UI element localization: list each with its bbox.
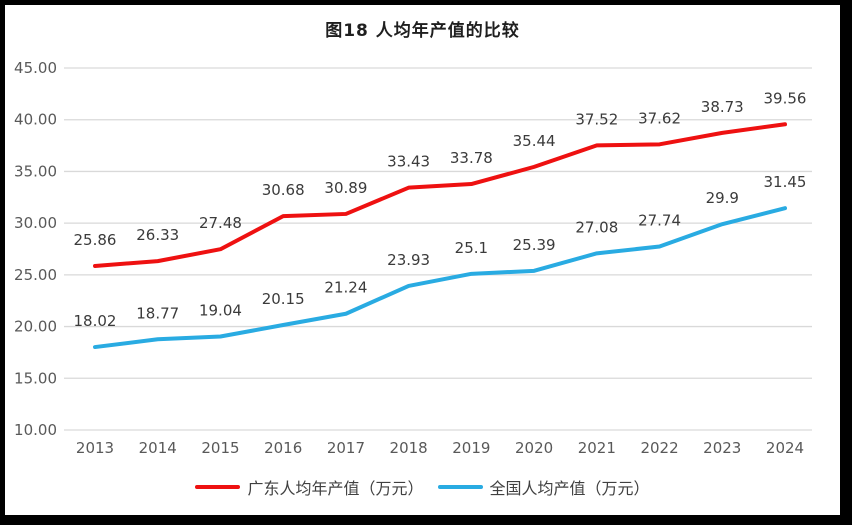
chart-title: 图18 人均年产值的比较 <box>325 21 520 41</box>
y-axis-tick-label: 25.00 <box>14 266 57 284</box>
legend: 广东人均年产值（万元） 全国人均产值（万元） <box>5 475 840 499</box>
national-series-swatch <box>437 485 483 489</box>
data-label: 25.1 <box>455 239 488 257</box>
data-label: 18.77 <box>136 304 179 322</box>
data-label: 30.89 <box>324 179 367 197</box>
x-axis-tick-label: 2019 <box>452 439 490 457</box>
legend-item-guangdong: 广东人均年产值（万元） <box>195 475 424 499</box>
x-axis-tick-label: 2016 <box>264 439 302 457</box>
data-label: 39.56 <box>764 89 807 107</box>
x-axis-tick-label: 2015 <box>201 439 239 457</box>
y-axis-tick-label: 45.00 <box>14 59 57 77</box>
y-axis-tick-label: 10.00 <box>14 421 57 439</box>
data-label: 31.45 <box>764 173 807 191</box>
x-axis-tick-label: 2024 <box>766 439 804 457</box>
guangdong-series-label: 广东人均年产值（万元） <box>247 479 424 498</box>
data-label: 19.04 <box>199 302 242 320</box>
series-line-1 <box>93 206 787 350</box>
legend-item-national: 全国人均产值（万元） <box>437 475 650 499</box>
x-axis-tick-label: 2020 <box>515 439 553 457</box>
x-axis-tick-label: 2022 <box>640 439 678 457</box>
series-line-0 <box>93 122 787 268</box>
data-label: 29.9 <box>706 189 739 207</box>
guangdong-series-swatch <box>195 485 241 489</box>
y-axis-tick-label: 15.00 <box>14 369 57 387</box>
data-label: 26.33 <box>136 226 179 244</box>
data-label: 23.93 <box>387 251 430 269</box>
data-label: 37.52 <box>575 110 618 128</box>
data-label: 33.78 <box>450 149 493 167</box>
x-axis-tick-label: 2017 <box>327 439 365 457</box>
chart-canvas: 图18 人均年产值的比较 10.00 15.00 20.00 25.00 30.00 35… <box>5 5 840 515</box>
x-axis-tick-label: 2014 <box>139 439 177 457</box>
data-label: 21.24 <box>324 279 367 297</box>
data-label: 27.08 <box>575 218 618 236</box>
data-label: 20.15 <box>262 290 305 308</box>
data-label: 25.86 <box>74 231 117 249</box>
x-axis-tick-label: 2021 <box>578 439 616 457</box>
data-label: 37.62 <box>638 109 681 127</box>
y-axis-tick-label: 30.00 <box>14 214 57 232</box>
data-label: 27.74 <box>638 212 681 230</box>
data-label: 18.02 <box>74 312 117 330</box>
data-label: 33.43 <box>387 153 430 171</box>
x-axis-tick-label: 2013 <box>76 439 114 457</box>
y-axis-tick-label: 40.00 <box>14 111 57 129</box>
x-axis-tick-label: 2023 <box>703 439 741 457</box>
y-axis-tick-label: 20.00 <box>14 318 57 336</box>
data-label: 25.39 <box>513 236 556 254</box>
data-label: 35.44 <box>513 132 556 150</box>
data-label: 27.48 <box>199 214 242 232</box>
national-series-label: 全国人均产值（万元） <box>489 479 650 498</box>
data-label: 30.68 <box>262 181 305 199</box>
line-chart-plot-area: 10.00 15.00 20.00 25.00 30.00 35.00 40.00 45.00… <box>14 59 812 457</box>
x-axis-tick-label: 2018 <box>390 439 428 457</box>
data-label: 38.73 <box>701 98 744 116</box>
y-axis-tick-label: 35.00 <box>14 162 57 180</box>
